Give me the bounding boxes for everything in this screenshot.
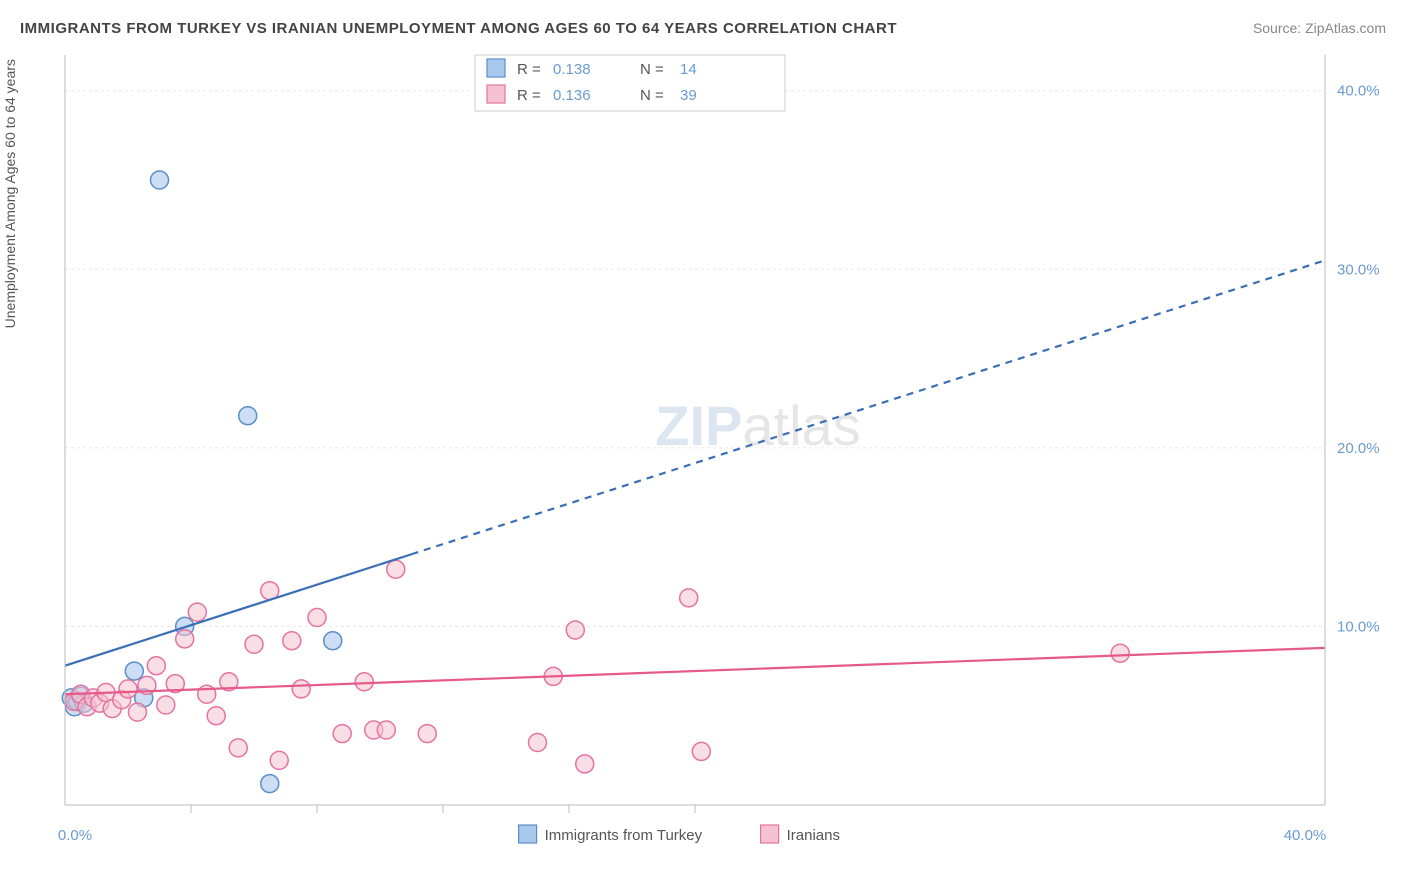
scatter-chart: 10.0% 20.0% 30.0% 40.0% ZIPatlas 0.0% 40.0% R =… <box>20 45 1380 865</box>
legend-swatch <box>761 825 779 843</box>
data-point <box>308 609 326 627</box>
y-axis-label: Unemployment Among Ages 60 to 64 years <box>2 59 18 328</box>
watermark: ZIPatlas <box>655 394 860 457</box>
data-point <box>128 703 146 721</box>
data-point <box>333 725 351 743</box>
data-point <box>680 589 698 607</box>
data-point <box>125 662 143 680</box>
data-point <box>207 707 225 725</box>
chart-header: IMMIGRANTS FROM TURKEY VS IRANIAN UNEMPL… <box>20 20 1386 37</box>
data-point <box>418 725 436 743</box>
legend-n-label: N = <box>640 61 664 78</box>
data-point <box>261 775 279 793</box>
data-point <box>529 734 547 752</box>
data-point <box>576 755 594 773</box>
legend-swatch <box>487 85 505 103</box>
x-tick-label: 40.0% <box>1284 827 1327 844</box>
data-point <box>1111 644 1129 662</box>
chart-title: IMMIGRANTS FROM TURKEY VS IRANIAN UNEMPL… <box>20 20 897 37</box>
trend-line <box>65 648 1325 694</box>
data-point <box>176 630 194 648</box>
data-point <box>387 560 405 578</box>
legend-label: Immigrants from Turkey <box>545 827 703 844</box>
data-point <box>119 680 137 698</box>
legend-n-value: 14 <box>680 61 697 78</box>
legend-r-value: 0.138 <box>553 61 591 78</box>
data-point <box>283 632 301 650</box>
data-point <box>229 739 247 757</box>
y-tick-label: 30.0% <box>1337 261 1380 278</box>
y-tick-label: 40.0% <box>1337 83 1380 100</box>
data-point <box>292 680 310 698</box>
chart-source: Source: ZipAtlas.com <box>1253 20 1386 36</box>
legend-label: Iranians <box>787 827 840 844</box>
legend-r-value: 0.136 <box>553 87 591 104</box>
legend-swatch <box>519 825 537 843</box>
data-point <box>157 696 175 714</box>
data-point <box>239 407 257 425</box>
y-tick-label: 20.0% <box>1337 440 1380 457</box>
x-tick-label: 0.0% <box>58 827 92 844</box>
data-point <box>692 742 710 760</box>
legend-n-label: N = <box>640 87 664 104</box>
data-point <box>188 603 206 621</box>
trend-line <box>65 554 412 665</box>
legend-swatch <box>487 59 505 77</box>
data-point <box>324 632 342 650</box>
data-point <box>270 751 288 769</box>
chart-container: Unemployment Among Ages 60 to 64 years 1… <box>20 45 1380 865</box>
data-point <box>377 721 395 739</box>
data-point <box>355 673 373 691</box>
trend-line-extrapolated <box>412 260 1326 554</box>
data-point <box>245 635 263 653</box>
y-tick-label: 10.0% <box>1337 618 1380 635</box>
data-point <box>147 657 165 675</box>
legend-n-value: 39 <box>680 87 697 104</box>
legend-r-label: R = <box>517 61 541 78</box>
data-point <box>151 171 169 189</box>
data-point <box>566 621 584 639</box>
legend-r-label: R = <box>517 87 541 104</box>
